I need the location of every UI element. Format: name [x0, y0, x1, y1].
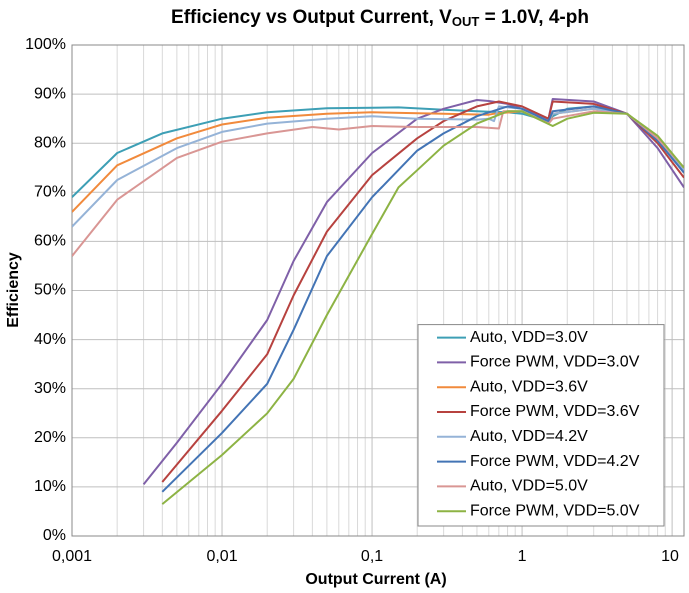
legend-label: Auto, VDD=3.0V — [470, 329, 588, 346]
series-line — [142, 98, 684, 486]
y-tick-label: 70% — [34, 184, 66, 201]
legend: Auto, VDD=3.0V Force PWM, VDD=3.0V Auto, V… — [417, 324, 665, 527]
y-tick-label: 10% — [34, 478, 66, 495]
title-rest: = 1.0V, 4-ph — [479, 7, 589, 28]
legend-label: Auto, VDD=3.6V — [470, 378, 588, 395]
legend-label: Force PWM, VDD=3.0V — [470, 354, 640, 371]
title-main: Efficiency vs Output Current, V — [171, 7, 452, 28]
series-line — [161, 100, 684, 483]
legend-label: Auto, VDD=5.0V — [470, 478, 588, 495]
y-tick-label: 100% — [25, 36, 66, 53]
plot-lines — [72, 98, 684, 505]
chart-title: Efficiency vs Output Current, VOUT = 1.0… — [171, 7, 589, 29]
y-tick-label: 0% — [43, 527, 66, 544]
legend-label: Force PWM, VDD=5.0V — [470, 502, 640, 519]
series-line — [161, 110, 684, 505]
x-tick-label: 0,001 — [52, 548, 92, 565]
series-line — [72, 107, 684, 213]
plot-border — [71, 44, 685, 537]
x-tick-label: 0,01 — [206, 548, 237, 565]
legend-box — [417, 324, 665, 527]
y-tick-label: 60% — [34, 233, 66, 250]
y-tick-label: 90% — [34, 85, 66, 102]
legend-label: Force PWM, VDD=3.6V — [470, 403, 640, 420]
series-line — [72, 110, 684, 257]
title-subscript: OUT — [452, 14, 480, 29]
y-tick-label: 50% — [34, 282, 66, 299]
series-line — [72, 105, 684, 198]
y-axis-label: Efficiency — [5, 252, 22, 328]
legend-label: Force PWM, VDD=4.2V — [470, 453, 640, 470]
x-tick-label: 0,1 — [361, 548, 383, 565]
y-tick-label: 80% — [34, 134, 66, 151]
y-tick-label: 20% — [34, 429, 66, 446]
y-tick-label: 30% — [34, 380, 66, 397]
x-tick-label: 10 — [661, 548, 679, 565]
y-tick-label: 40% — [34, 331, 66, 348]
x-axis-label: Output Current (A) — [305, 571, 446, 588]
x-tick-label: 1 — [518, 548, 527, 565]
legend-label: Auto, VDD=4.2V — [470, 428, 588, 445]
series-line — [161, 105, 684, 493]
